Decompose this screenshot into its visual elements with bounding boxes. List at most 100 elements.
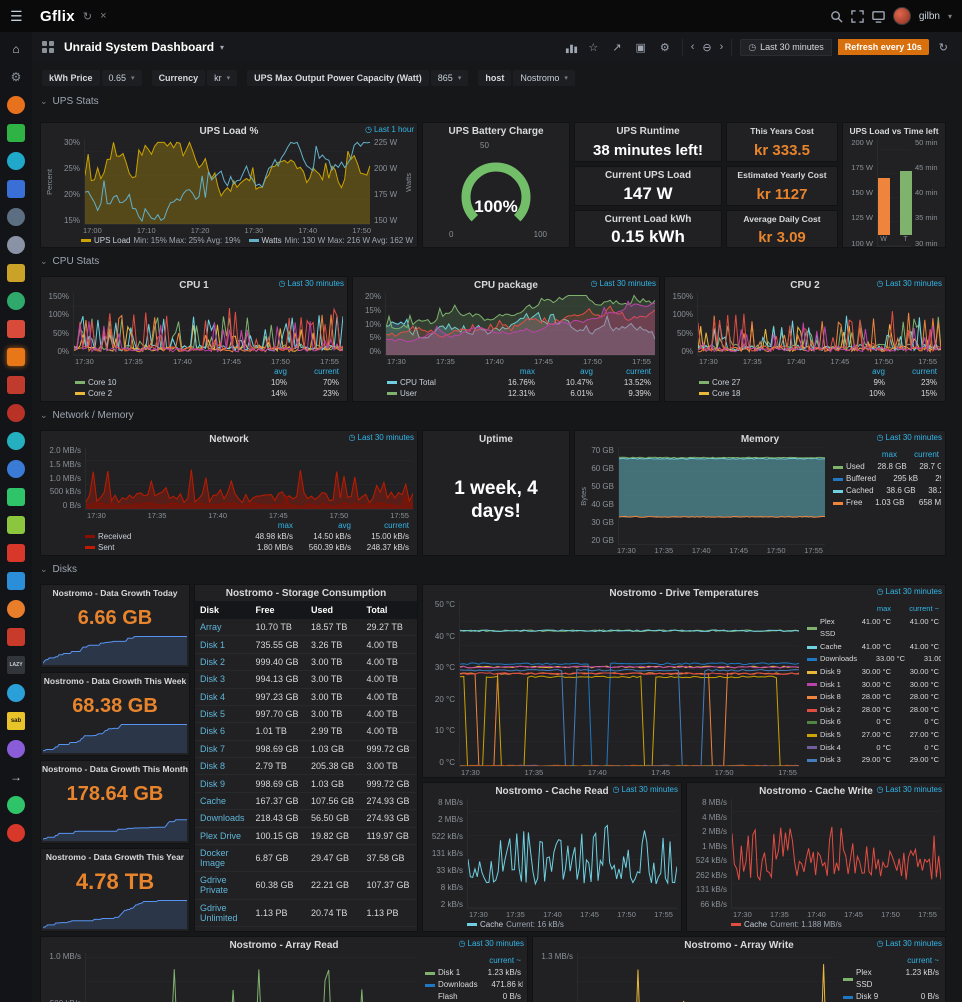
panel-time-range[interactable]: ◷ Last 30 minutes	[348, 433, 414, 442]
variable-value-dropdown[interactable]: kr ▾	[207, 70, 238, 86]
legend-item[interactable]: Disk 9	[807, 666, 843, 679]
tv-mode-icon[interactable]	[872, 10, 885, 23]
sidebar-app-icon[interactable]	[7, 628, 25, 646]
legend-header[interactable]: current ~	[907, 956, 939, 965]
legend-header[interactable]: max	[881, 450, 897, 459]
legend-item[interactable]: Watts Min: 130 W Max: 216 W Avg: 162 W	[248, 236, 413, 245]
disk-name-link[interactable]: Disk 4	[195, 688, 251, 706]
legend-item[interactable]: Disk 2	[807, 704, 843, 717]
legend-item[interactable]: Disk 1	[807, 679, 843, 692]
sidebar-app-icon[interactable]	[7, 124, 25, 142]
disk-name-link[interactable]: Disk 6	[195, 722, 251, 741]
sidebar-app-icon[interactable]	[7, 460, 25, 478]
disk-name-link[interactable]: Disk 9	[195, 774, 251, 793]
panel-title[interactable]: Nostromo - Array Read	[229, 939, 339, 951]
row-header-disks[interactable]: ⌄ Disks	[40, 564, 77, 575]
legend-header[interactable]: current ~	[489, 956, 521, 965]
legend-item[interactable]: Core 18	[699, 388, 837, 399]
panel-time-range[interactable]: ◷ Last 30 minutes	[612, 785, 678, 794]
legend-header[interactable]: max	[876, 604, 891, 613]
user-name[interactable]: gilbn	[918, 10, 940, 22]
column-header[interactable]: Disk	[195, 601, 251, 619]
legend-header[interactable]: avg	[274, 367, 287, 376]
variable-value-dropdown[interactable]: 0.65 ▾	[101, 70, 142, 86]
chart-area[interactable]	[697, 293, 941, 356]
panel-title[interactable]: Nostromo - Cache Write	[759, 785, 873, 797]
chart-area[interactable]	[577, 953, 835, 1002]
chart-area[interactable]	[73, 293, 343, 356]
sidebar-app-icon[interactable]: →	[10, 770, 22, 784]
legend-item[interactable]: Cached	[833, 485, 874, 497]
panel-title[interactable]: UPS Load vs Time left	[849, 126, 939, 136]
panel-title[interactable]: CPU 2	[790, 279, 820, 291]
panel-time-range[interactable]: ◷ Last 30 minutes	[876, 433, 942, 442]
sidebar-app-icon[interactable]	[7, 292, 25, 310]
chart-area[interactable]	[731, 799, 941, 909]
disk-name-link[interactable]: Plex Drive	[195, 827, 251, 845]
panel-time-range[interactable]: ◷ Last 30 minutes	[590, 279, 656, 288]
chart-area[interactable]	[618, 447, 825, 545]
close-icon[interactable]: ×	[100, 10, 107, 22]
disk-name-link[interactable]: Disk 8	[195, 757, 251, 776]
panel-time-range[interactable]: ◷ Last 30 minutes	[278, 279, 344, 288]
panel-title[interactable]: Nostromo - Storage Consumption	[225, 587, 387, 599]
legend-item[interactable]: Sent	[85, 542, 235, 553]
chart-area[interactable]	[85, 953, 417, 1002]
sidebar-app-icon[interactable]	[7, 236, 25, 254]
disk-name-link[interactable]: Cache	[195, 792, 251, 811]
sidebar-app-icon[interactable]	[7, 684, 25, 702]
sidebar-app-icon[interactable]	[7, 488, 25, 506]
refresh-interval-button[interactable]: Refresh every 10s	[837, 39, 929, 55]
sidebar-app-icon[interactable]	[7, 208, 25, 226]
legend-item[interactable]: Disk 4	[807, 742, 843, 755]
sidebar-app-icon[interactable]	[7, 180, 25, 198]
legend-item[interactable]: CPU Total	[387, 377, 477, 388]
sidebar-app-icon[interactable]: sab	[7, 712, 25, 730]
panel-title[interactable]: Nostromo - Drive Temperatures	[609, 587, 759, 599]
sidebar-app-icon[interactable]	[7, 600, 25, 618]
disk-name-link[interactable]: Disk 5	[195, 705, 251, 724]
disk-name-link[interactable]: Gdrive Private	[195, 871, 251, 900]
variable-value-dropdown[interactable]: Nostromo ▾	[513, 70, 575, 86]
legend-item[interactable]: Core 27	[699, 377, 837, 388]
sidebar-app-icon[interactable]	[7, 796, 25, 814]
legend-item[interactable]: Cache	[807, 641, 843, 654]
panel-title[interactable]: Network	[209, 433, 249, 445]
panel-time-range[interactable]: ◷ Last 30 minutes	[876, 279, 942, 288]
disk-name-link[interactable]: Downloads	[195, 809, 251, 828]
legend-item[interactable]: Flash drive	[425, 991, 465, 1002]
legend-item[interactable]: Core 10	[75, 377, 239, 388]
disk-name-link[interactable]: Disk 2	[195, 653, 251, 672]
row-header-network-memory[interactable]: ⌄ Network / Memory	[40, 410, 134, 421]
fullscreen-icon[interactable]	[851, 9, 864, 23]
sidebar-app-icon[interactable]	[7, 96, 25, 114]
legend-header[interactable]: current	[914, 450, 939, 459]
add-graph-icon[interactable]	[565, 41, 578, 54]
panel-time-range[interactable]: ◷ Last 30 minutes	[458, 939, 524, 948]
save-icon[interactable]: ▣	[635, 41, 646, 54]
legend-item[interactable]: Disk 6	[807, 716, 843, 729]
time-range-picker[interactable]: ◷ Last 30 minutes	[740, 38, 832, 56]
sidebar-app-icon[interactable]	[7, 404, 25, 422]
sidebar-app-icon[interactable]	[7, 152, 25, 170]
panel-time-range[interactable]: ◷ Last 30 minutes	[876, 939, 942, 948]
dashboard-chevron-down-icon[interactable]: ▾	[220, 42, 225, 52]
legend-item[interactable]: Used	[833, 461, 865, 473]
row-header-cpu-stats[interactable]: ⌄ CPU Stats	[40, 256, 99, 267]
sidebar-app-icon[interactable]	[7, 740, 25, 758]
disk-name-link[interactable]: Disk 1	[195, 635, 251, 654]
legend-item[interactable]: Downloads	[425, 979, 478, 991]
chart-area[interactable]	[85, 447, 413, 510]
legend-header[interactable]: current	[912, 367, 937, 376]
row-header-ups-stats[interactable]: ⌄ UPS Stats	[40, 96, 99, 107]
panel-time-range[interactable]: ◷ Last 30 minutes	[876, 785, 942, 794]
legend-item[interactable]: Core 2	[75, 388, 239, 399]
search-icon[interactable]	[830, 10, 843, 23]
hamburger-menu-icon[interactable]: ☰	[10, 7, 23, 24]
chart-area[interactable]	[467, 799, 677, 909]
sidebar-app-icon[interactable]	[7, 320, 25, 338]
legend-header[interactable]: current	[626, 367, 651, 376]
legend-item[interactable]: Received	[85, 531, 235, 542]
panel-title[interactable]: Uptime	[479, 433, 513, 445]
